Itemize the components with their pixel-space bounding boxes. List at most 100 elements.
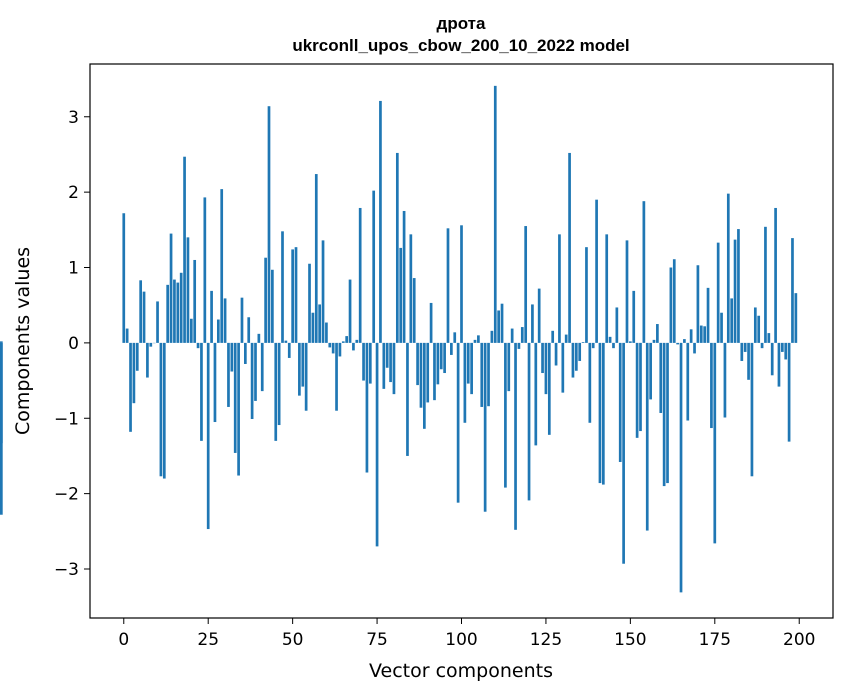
bar-component-79 (389, 342, 392, 383)
y-tick-label: −1 (54, 409, 79, 429)
bar-component-104 (473, 339, 477, 343)
bar-component-137 (585, 247, 588, 343)
bar-component-103 (470, 342, 473, 395)
y-tick-label: −3 (54, 560, 79, 580)
bar-component-112 (500, 303, 504, 343)
x-tick-label: 75 (366, 630, 388, 650)
bar-component-77 (382, 342, 386, 389)
bar-component-141 (598, 342, 602, 484)
bar-component-12 (162, 342, 166, 479)
bar-component-33 (233, 342, 237, 453)
bar-component-99 (456, 342, 460, 503)
bar-component-138 (588, 342, 592, 423)
bar-component-172 (703, 326, 707, 343)
y-axis-label: Components values (12, 247, 34, 435)
bar-component-190 (764, 226, 767, 343)
bar-component-11 (159, 342, 163, 477)
bar-component-173 (706, 287, 710, 343)
bar-component-44 (271, 269, 274, 343)
bar-component-18 (183, 156, 186, 343)
bar-component-197 (787, 342, 791, 442)
bar-component-14 (169, 233, 173, 343)
bar-component-53 (301, 342, 305, 387)
bar-component-174 (710, 342, 713, 429)
bar-component-15 (173, 279, 176, 343)
chart-subtitle: ukrconll_upos_cbow_200_10_2022 model (292, 36, 629, 55)
bar-component-51 (294, 247, 298, 343)
bar-component-28 (216, 319, 220, 343)
bar-component-55 (308, 263, 311, 343)
y-tick-label: 1 (68, 259, 79, 279)
bar-component-43 (267, 106, 271, 343)
x-tick-label: 100 (445, 630, 477, 650)
bar-component-41 (260, 342, 264, 392)
bar-component-109 (490, 330, 494, 343)
bar-component-125 (544, 342, 548, 395)
bar-component-30 (223, 298, 227, 343)
bar-component-196 (784, 342, 788, 360)
bar-component-84 (406, 342, 409, 456)
bar-component-189 (760, 342, 764, 349)
bar-component-69 (355, 339, 359, 343)
bar-component-177 (720, 312, 723, 343)
bar-component-193 (774, 207, 777, 343)
bar-component-132 (568, 152, 571, 343)
x-tick-label: 50 (282, 630, 304, 650)
bar-component-136 (581, 342, 585, 343)
x-axis: 0 25 50 75 100 125 150 175 200 (118, 618, 815, 650)
bar-component-101 (463, 342, 467, 423)
bar-component-8 (149, 342, 153, 347)
bar-component-22 (196, 342, 200, 349)
bar-component-152 (635, 342, 639, 438)
bar-component-115 (510, 328, 514, 343)
bar-component-83 (402, 210, 406, 343)
bar-component-119 (524, 226, 528, 343)
bar-component-59 (321, 240, 325, 343)
bar-component-126 (547, 342, 551, 435)
bar-component-73 (368, 342, 372, 384)
bar-component-163 (672, 259, 676, 343)
bar-component-undefined (0, 341, 3, 343)
bar-component-191 (767, 333, 771, 343)
bar-component-94 (439, 342, 443, 370)
bar-component-62 (331, 342, 335, 354)
bar-component-3 (132, 342, 136, 404)
bar-component-80 (392, 342, 396, 395)
bar-component-140 (595, 199, 598, 343)
bar-component-130 (561, 342, 565, 393)
bar-component-181 (733, 239, 737, 343)
bar-component-82 (399, 247, 403, 343)
bar-component-187 (753, 307, 757, 343)
bar-component-158 (656, 324, 659, 343)
bar-component-20 (189, 318, 193, 343)
bar-component-105 (477, 335, 480, 343)
bar-component-68 (352, 342, 355, 351)
bar-component-169 (693, 342, 696, 354)
bar-component-123 (537, 288, 541, 343)
bar-component-148 (622, 342, 625, 564)
bar-component-127 (551, 330, 555, 343)
bar-component-149 (625, 240, 629, 343)
bar-component-90 (426, 342, 430, 403)
bar-component-178 (723, 342, 727, 418)
bar-component-113 (504, 342, 507, 488)
bar-component-75 (375, 342, 379, 547)
bar-component-154 (642, 201, 646, 343)
y-tick-label: 0 (68, 334, 79, 354)
bar-component-29 (220, 189, 224, 343)
bar-component-166 (683, 339, 686, 343)
bar-component-175 (713, 342, 717, 544)
bar-component-48 (284, 340, 288, 343)
x-tick-label: 200 (783, 630, 815, 650)
bar-component-37 (247, 317, 251, 343)
bar-component-88 (419, 342, 423, 408)
x-tick-label: 175 (699, 630, 731, 650)
bar-component-31 (227, 342, 230, 407)
bar-component-134 (574, 342, 578, 371)
bar-component-24 (203, 197, 207, 343)
bar-component-47 (281, 231, 284, 343)
y-tick-label: 3 (68, 108, 79, 128)
bar-component-185 (747, 342, 750, 380)
bar-component-199 (794, 293, 798, 343)
